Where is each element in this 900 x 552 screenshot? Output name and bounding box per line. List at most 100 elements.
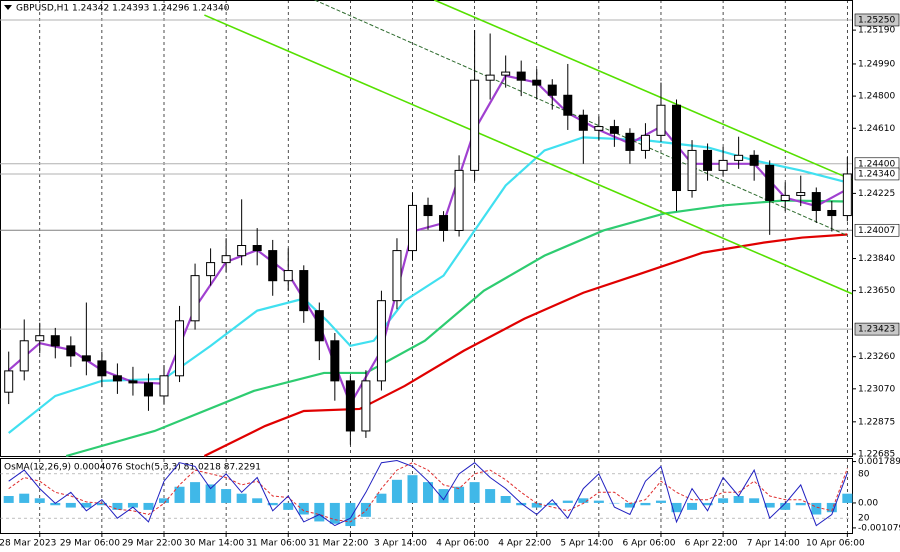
- osma-bar: [516, 502, 527, 506]
- stoch-tick-label: 20: [858, 514, 870, 524]
- candle-body: [780, 194, 790, 202]
- osma-bar: [500, 496, 511, 503]
- candle-body: [811, 192, 821, 211]
- y-tick-label: 1.23840: [858, 254, 895, 264]
- x-tick-label: 5 Apr 14:00: [560, 539, 613, 549]
- x-tick-label: 30 Mar 14:00: [184, 539, 244, 549]
- candle-body: [532, 79, 542, 86]
- candle-body: [330, 340, 340, 382]
- candle-body: [842, 173, 852, 217]
- candle-body: [625, 132, 635, 151]
- osma-bar: [3, 496, 14, 503]
- osma-bar: [112, 502, 123, 510]
- osma-bar: [764, 502, 775, 508]
- osma-bar: [127, 502, 138, 508]
- osma-bar: [205, 484, 216, 503]
- candle-body: [407, 204, 417, 252]
- osma-bar: [423, 482, 434, 503]
- osma-bar: [376, 493, 387, 503]
- x-tick-label: 28 Mar 2023: [0, 539, 56, 549]
- osma-bar: [671, 502, 682, 513]
- osma-bar: [252, 498, 263, 503]
- stoch-main: [8, 459, 848, 527]
- candle-body: [439, 215, 449, 231]
- y-tick-label: 1.23260: [858, 352, 895, 362]
- y-tick-label: 1.23650: [858, 286, 895, 296]
- candle-body: [268, 250, 278, 282]
- y-tick-label: 1.22685: [858, 449, 895, 459]
- indicator-title: OsMA(12,26,9) 0.0004076 Stoch(5,3,3) 81.…: [4, 463, 261, 473]
- candle-body: [112, 375, 122, 382]
- osma-bar: [329, 502, 340, 524]
- indicator-frame: [0, 458, 853, 534]
- x-tick-label: 6 Apr 06:00: [622, 539, 675, 549]
- main-frame: [0, 0, 853, 457]
- candle-body: [485, 74, 495, 81]
- candle-body: [35, 335, 45, 342]
- level-label: 1.24007: [858, 226, 895, 236]
- osma-bar: [34, 498, 45, 503]
- osma-bar: [702, 502, 713, 506]
- y-tick-label: 1.24800: [858, 92, 895, 102]
- osma-bar: [780, 502, 791, 510]
- candle-body: [454, 169, 464, 231]
- candle-body: [252, 245, 262, 252]
- osma-bar: [640, 502, 651, 506]
- candle-body: [221, 255, 231, 264]
- candle-body: [190, 275, 200, 322]
- x-tick-label: 4 Apr 06:00: [436, 539, 489, 549]
- candle-body: [703, 149, 713, 171]
- trend-line: [433, 0, 853, 181]
- osma-bar: [407, 475, 418, 503]
- candle-body: [827, 209, 837, 217]
- osma-bar: [578, 498, 589, 503]
- osma-bar: [531, 502, 542, 508]
- osma-bar: [811, 502, 822, 515]
- osma-bar: [438, 489, 449, 503]
- candle-body: [283, 270, 293, 282]
- level-label: 1.25250: [858, 15, 895, 25]
- candle-body: [314, 310, 324, 342]
- candle-body: [423, 204, 433, 217]
- osma-bar: [81, 502, 92, 508]
- x-tick-label: 29 Mar 06:00: [60, 539, 120, 549]
- candle-body: [66, 345, 76, 357]
- osma-bar: [469, 482, 480, 503]
- candle-body: [4, 370, 14, 393]
- osma-bar: [454, 486, 465, 503]
- candle-body: [687, 149, 697, 192]
- osma-bar: [143, 502, 154, 510]
- level-label: 1.24400: [858, 159, 895, 169]
- osma-bar: [96, 502, 107, 506]
- osma-bar: [174, 486, 185, 503]
- candle-body: [734, 154, 744, 161]
- candle-body: [547, 84, 557, 96]
- x-tick-label: 10 Apr 06:00: [806, 539, 865, 549]
- x-tick-label: 31 Mar 22:00: [308, 539, 368, 549]
- candle-body: [640, 134, 650, 151]
- osma-bar: [826, 502, 837, 513]
- indicator-tick-label: 0.00: [858, 498, 878, 508]
- osma-bar: [795, 502, 806, 506]
- candle-body: [19, 340, 29, 372]
- candle-body: [609, 126, 619, 134]
- candle-body: [718, 159, 728, 171]
- y-tick-label: 1.22875: [858, 417, 895, 427]
- y-tick-label: 1.24225: [858, 189, 895, 199]
- osma-bar: [718, 498, 729, 503]
- indicator-tick-label: 0.0017898: [858, 457, 900, 467]
- osma-bar: [609, 502, 620, 504]
- candle-body: [81, 355, 91, 362]
- candle-body: [97, 360, 107, 377]
- osma-bar: [655, 500, 666, 503]
- y-tick-label: 1.23070: [858, 384, 895, 394]
- moving-average: [65, 199, 848, 458]
- x-tick-label: 7 Apr 14:00: [747, 539, 800, 549]
- osma-bar: [687, 502, 698, 510]
- symbol-icon: [4, 5, 12, 10]
- candle-body: [749, 154, 759, 166]
- x-tick-label: 3 Apr 14:00: [374, 539, 427, 549]
- osma-bar: [236, 493, 247, 503]
